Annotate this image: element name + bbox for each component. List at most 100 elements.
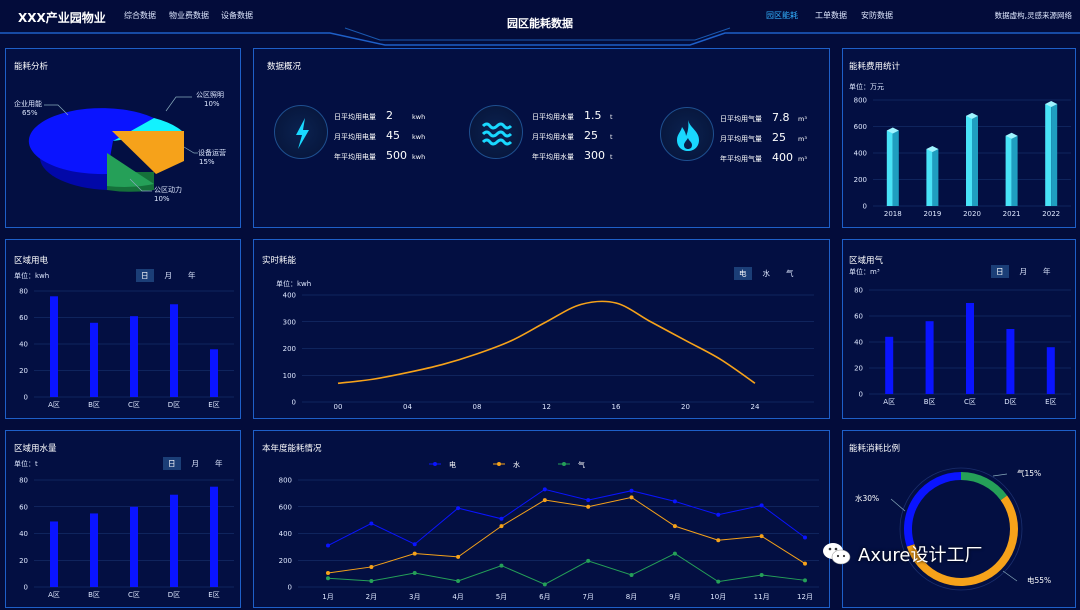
label-leader — [890, 498, 906, 512]
nav-equipment[interactable]: 设备数据 — [221, 11, 253, 20]
bar-top — [966, 112, 978, 119]
bar — [1006, 329, 1015, 394]
y-tick-label: 0 — [24, 584, 28, 592]
bar — [926, 149, 933, 206]
panel-title: 实时耗能 — [262, 256, 297, 266]
x-tick-label: 10月 — [710, 593, 726, 601]
bar — [1005, 135, 1012, 206]
lightning-icon — [296, 118, 309, 149]
x-tick-label: E区 — [208, 591, 219, 599]
x-tick-label: 2020 — [963, 210, 981, 218]
x-tick-label: B区 — [88, 401, 100, 409]
bar-side — [1051, 103, 1058, 206]
cost-stats-panel: 能耗费用统计 单位：万元 0 200 400 600 800 2018 2019 2020 20… — [842, 48, 1076, 228]
tab-electric[interactable]: 电 — [734, 267, 752, 280]
bar-side — [972, 115, 978, 206]
top-header: XXX产业园物业 综合数据 物业费数据 设备数据 园区能耗数据 园区能耗 工单数… — [0, 0, 1080, 46]
pie-label-device: 设备运营 — [198, 148, 226, 157]
y-tick-label: 60 — [19, 503, 28, 511]
ratio-panel: 能耗消耗比例 气15% 电55% 水30% — [842, 430, 1076, 608]
tab-month[interactable]: 月 — [164, 271, 173, 280]
x-tick-label: 16 — [612, 403, 621, 411]
bar — [1046, 347, 1055, 394]
x-tick-label: A区 — [48, 591, 60, 599]
nav-work-orders[interactable]: 工单数据 — [815, 11, 847, 20]
x-tick-label: 2018 — [884, 210, 902, 218]
pie-slice-enterprise — [28, 108, 155, 175]
bar — [925, 321, 934, 394]
brand-name: XXX产业园物业 — [18, 11, 106, 25]
water-waves-icon — [481, 122, 513, 146]
y-tick-label: 80 — [19, 288, 28, 296]
data-point — [326, 576, 330, 581]
period-tabs: 日 月 年 — [136, 269, 201, 282]
header-frame — [0, 27, 1080, 46]
y-tick-label: 0 — [288, 584, 292, 592]
overview-row: 日平均用气量 7.8 m³ — [720, 111, 807, 124]
data-point — [803, 561, 807, 566]
data-point — [499, 524, 504, 529]
nav-overview[interactable]: 综合数据 — [124, 11, 156, 20]
series-line — [327, 552, 806, 585]
tab-water[interactable]: 水 — [762, 269, 771, 278]
bar — [170, 304, 178, 397]
series-line — [327, 488, 806, 546]
tab-year[interactable]: 年 — [1043, 267, 1051, 276]
x-tick-label: 24 — [751, 403, 760, 411]
overview-row: 月平均用水量 25 t — [532, 129, 613, 142]
data-point — [716, 512, 721, 517]
y-tick-label: 20 — [19, 367, 28, 375]
series-line — [327, 496, 806, 574]
period-tabs: 日 月 年 — [163, 457, 228, 470]
data-point — [412, 551, 417, 556]
y-tick-label: 200 — [283, 345, 296, 353]
x-tick-label: 5月 — [496, 593, 507, 601]
bar — [966, 303, 974, 394]
pie-pct-power: 10% — [154, 195, 170, 203]
data-point — [759, 534, 764, 539]
bar — [885, 336, 894, 394]
tab-gas[interactable]: 气 — [786, 269, 794, 278]
watermark-text: Axure设计工厂 — [858, 545, 983, 566]
pie-label-power: 公区动力 — [154, 185, 182, 194]
tab-month[interactable]: 月 — [191, 459, 200, 468]
nav-security[interactable]: 安防数据 — [861, 11, 893, 20]
overview-row: 年平均用气量 400 m³ — [720, 151, 807, 164]
data-point — [542, 487, 547, 492]
overview-icon-water — [469, 105, 523, 159]
data-point — [456, 578, 461, 583]
x-tick-label: 4月 — [452, 593, 463, 601]
tab-day[interactable]: 日 — [163, 457, 181, 470]
y-tick-label: 0 — [292, 399, 296, 407]
x-tick-label: 12月 — [797, 593, 813, 601]
nav-property-fee[interactable]: 物业费数据 — [169, 11, 209, 20]
data-point — [326, 543, 330, 548]
tab-month[interactable]: 月 — [1019, 267, 1028, 276]
data-point — [369, 564, 374, 569]
y-tick-label: 400 — [279, 530, 292, 538]
x-tick-label: E区 — [1045, 398, 1056, 406]
elec-region-panel: 区域用电 单位：kwh 日 月 年 0 20 40 60 80 A区 B区 C区 D区 E区 — [5, 239, 241, 419]
tab-day[interactable]: 日 — [136, 269, 154, 282]
x-tick-label: D区 — [168, 591, 180, 599]
nav-energy[interactable]: 园区能耗 — [766, 11, 798, 20]
tab-day[interactable]: 日 — [991, 265, 1009, 278]
overview-icon-gas — [660, 107, 714, 161]
bar — [210, 486, 218, 587]
x-tick-label: 3月 — [409, 593, 420, 601]
donut-label: 水30% — [855, 493, 879, 503]
data-point — [629, 572, 634, 577]
data-point — [803, 578, 807, 583]
unit-label: 单位：t — [14, 460, 38, 468]
y-tick-label: 200 — [279, 557, 292, 565]
tab-year[interactable]: 年 — [215, 459, 223, 468]
data-point — [672, 524, 677, 529]
tab-year[interactable]: 年 — [188, 271, 196, 280]
data-point — [629, 495, 634, 500]
x-tick-label: 20 — [681, 403, 690, 411]
legend-label: 水 — [513, 460, 520, 469]
data-point — [412, 570, 417, 575]
data-point — [542, 582, 547, 587]
donut-segment — [960, 472, 1008, 501]
y-tick-label: 600 — [279, 503, 292, 511]
